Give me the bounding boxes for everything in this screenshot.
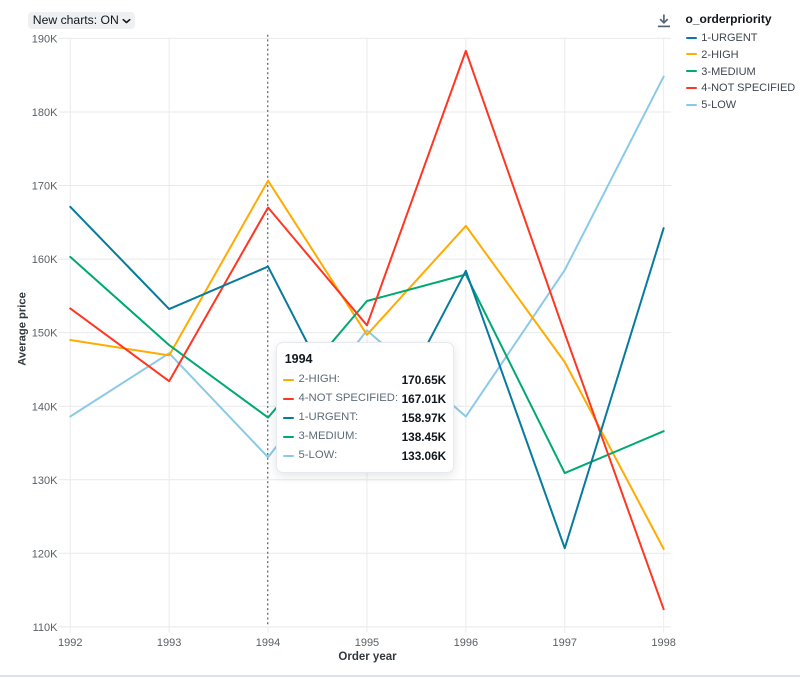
- svg-text:1993: 1993: [157, 637, 181, 649]
- svg-text:150K: 150K: [32, 328, 58, 340]
- svg-text:1992: 1992: [58, 637, 82, 649]
- svg-text:Average price: Average price: [17, 292, 29, 366]
- svg-text:190K: 190K: [32, 34, 58, 46]
- svg-text:170K: 170K: [32, 181, 58, 193]
- svg-text:140K: 140K: [32, 401, 58, 413]
- svg-text:130K: 130K: [32, 475, 58, 487]
- svg-text:1998: 1998: [651, 637, 675, 649]
- svg-text:180K: 180K: [32, 107, 58, 119]
- svg-text:110K: 110K: [33, 622, 59, 634]
- svg-text:1995: 1995: [355, 637, 379, 649]
- svg-text:1997: 1997: [553, 637, 577, 649]
- svg-text:1994: 1994: [256, 637, 280, 649]
- svg-text:120K: 120K: [32, 548, 58, 560]
- svg-text:1996: 1996: [454, 637, 478, 649]
- svg-text:Order year: Order year: [338, 651, 397, 663]
- svg-text:160K: 160K: [32, 254, 58, 266]
